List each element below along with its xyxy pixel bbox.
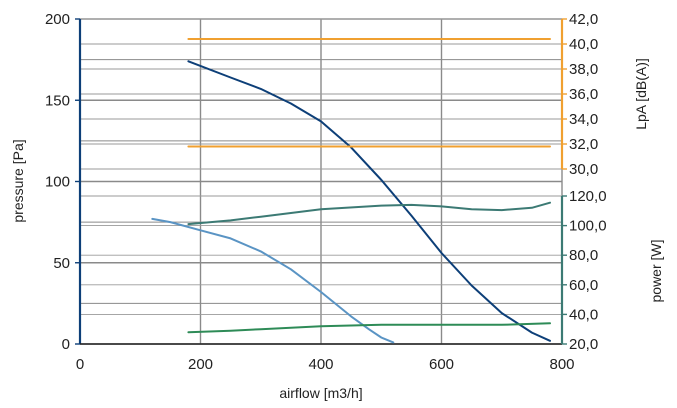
sound-tick-label: 34,0 [569,111,598,128]
x-tick-label: 200 [188,356,213,373]
pressure-tick-label: 100 [45,174,70,191]
pressure-tick-label: 50 [53,255,70,272]
sound-tick-label: 40,0 [569,36,598,53]
x-axis-label: airflow [m3/h] [279,385,362,401]
series-line-power [187,322,551,334]
power-tick-label: 100,0 [569,218,607,235]
x-tick-label: 600 [429,356,454,373]
sound-tick-label: 38,0 [569,61,598,78]
x-tick-label: 400 [308,356,333,373]
pressure-axis-label: pressure [Pa] [10,139,26,222]
power-tick-label: 120,0 [569,188,607,205]
tick-labels: 0 200 400 600 800 0 50 100 150 200 30,0 32,0 34,0 36,… [45,11,607,373]
sound-tick-label: 36,0 [569,86,598,103]
sound-tick-label: 32,0 [569,136,598,153]
series-layer [151,38,551,344]
series-line-pressure [187,60,551,342]
power-tick-label: 40,0 [569,306,598,323]
x-tick-label: 0 [76,356,84,373]
x-tick-label: 800 [549,356,574,373]
pressure-tick-label: 200 [45,11,70,28]
power-tick-label: 80,0 [569,247,598,264]
power-tick-label: 60,0 [569,277,598,294]
pressure-tick-label: 0 [62,336,70,353]
power-tick-label: 20,0 [569,336,598,353]
sound-tick-label: 42,0 [569,11,598,28]
series-line-power [187,201,551,226]
power-axis-label: power [W] [648,239,664,302]
sound-axis-label: LpA [dB(A)] [633,58,649,130]
grid-lines [79,18,563,345]
series-line-pressure [151,217,395,344]
pressure-tick-label: 150 [45,92,70,109]
sound-tick-label: 30,0 [569,161,598,178]
